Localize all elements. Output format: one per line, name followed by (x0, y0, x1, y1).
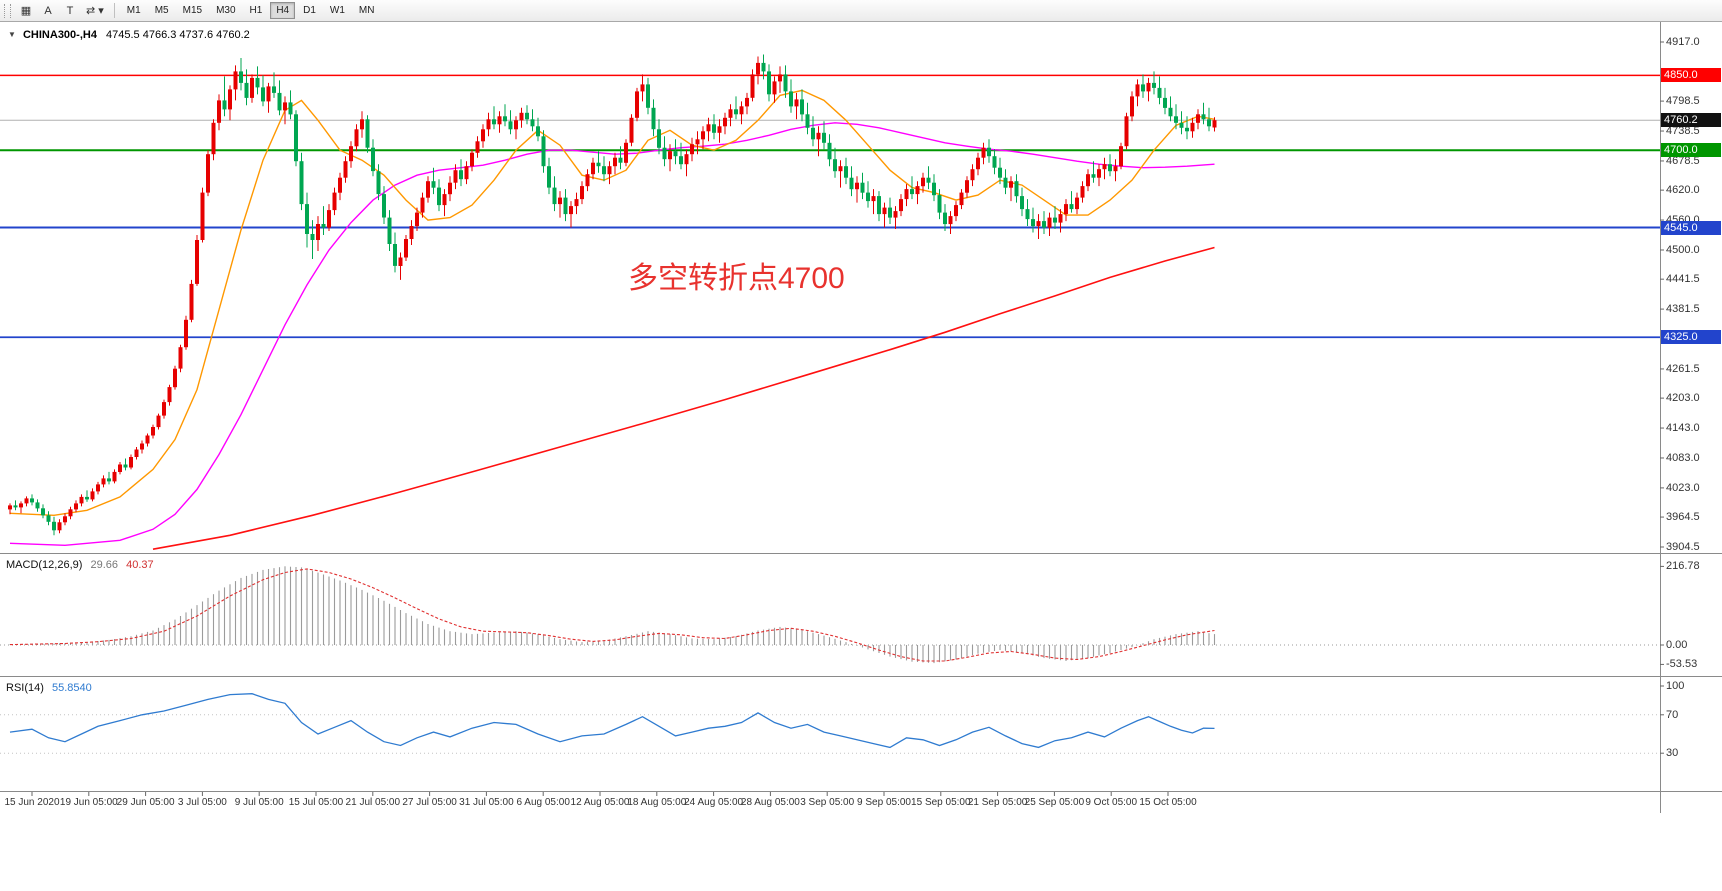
period-button-h1[interactable]: H1 (244, 2, 269, 19)
toolbar: ▦ A T ⇄ ▾ M1 M5 M15 M30 H1 H4 D1 W1 MN (0, 0, 1722, 22)
macd-main-value: 29.66 (90, 559, 119, 571)
period-button-mn[interactable]: MN (353, 2, 381, 19)
macd-name: MACD(12,26,9) (6, 559, 83, 571)
chart-text-annotation: 多空转折点4700 (628, 262, 845, 295)
symbol-timeframe-label: CHINA300-,H4 (22, 29, 97, 41)
rsi-name: RSI(14) (6, 682, 44, 694)
hatch-pattern-icon[interactable]: ▦ (16, 2, 36, 20)
period-button-m30[interactable]: M30 (210, 2, 241, 19)
macd-signal-value: 40.37 (126, 559, 154, 571)
ohlc-values: 4745.5 4766.3 4737.6 4760.2 (106, 29, 250, 41)
period-button-d1[interactable]: D1 (297, 2, 322, 19)
drawing-tools-group: ▦ A T ⇄ ▾ (15, 2, 109, 20)
cycle-arrows-icon[interactable]: ⇄ ▾ (82, 2, 108, 20)
period-button-h4[interactable]: H4 (270, 2, 296, 19)
text-annotation-icon[interactable]: A (38, 2, 58, 20)
period-button-m15[interactable]: M15 (177, 2, 208, 19)
period-button-m5[interactable]: M5 (149, 2, 175, 19)
rsi-value: 55.8540 (51, 682, 92, 694)
toolbar-separator (113, 3, 115, 18)
chart-header: ▼ CHINA300-,H4 4745.5 4766.3 4737.6 4760… (8, 29, 250, 41)
collapse-arrow-icon: ▼ (8, 30, 16, 39)
period-button-w1[interactable]: W1 (324, 2, 351, 19)
toolbar-drag-handle[interactable] (4, 3, 11, 18)
period-button-m1[interactable]: M1 (121, 2, 147, 19)
text-box-icon[interactable]: T (60, 2, 80, 20)
timeframe-group: M1 M5 M15 M30 H1 H4 D1 W1 MN (120, 2, 382, 19)
macd-indicator-label: MACD(12,26,9) 29.66 40.37 (6, 559, 154, 571)
rsi-indicator-label: RSI(14) 55.8540 (6, 682, 92, 694)
